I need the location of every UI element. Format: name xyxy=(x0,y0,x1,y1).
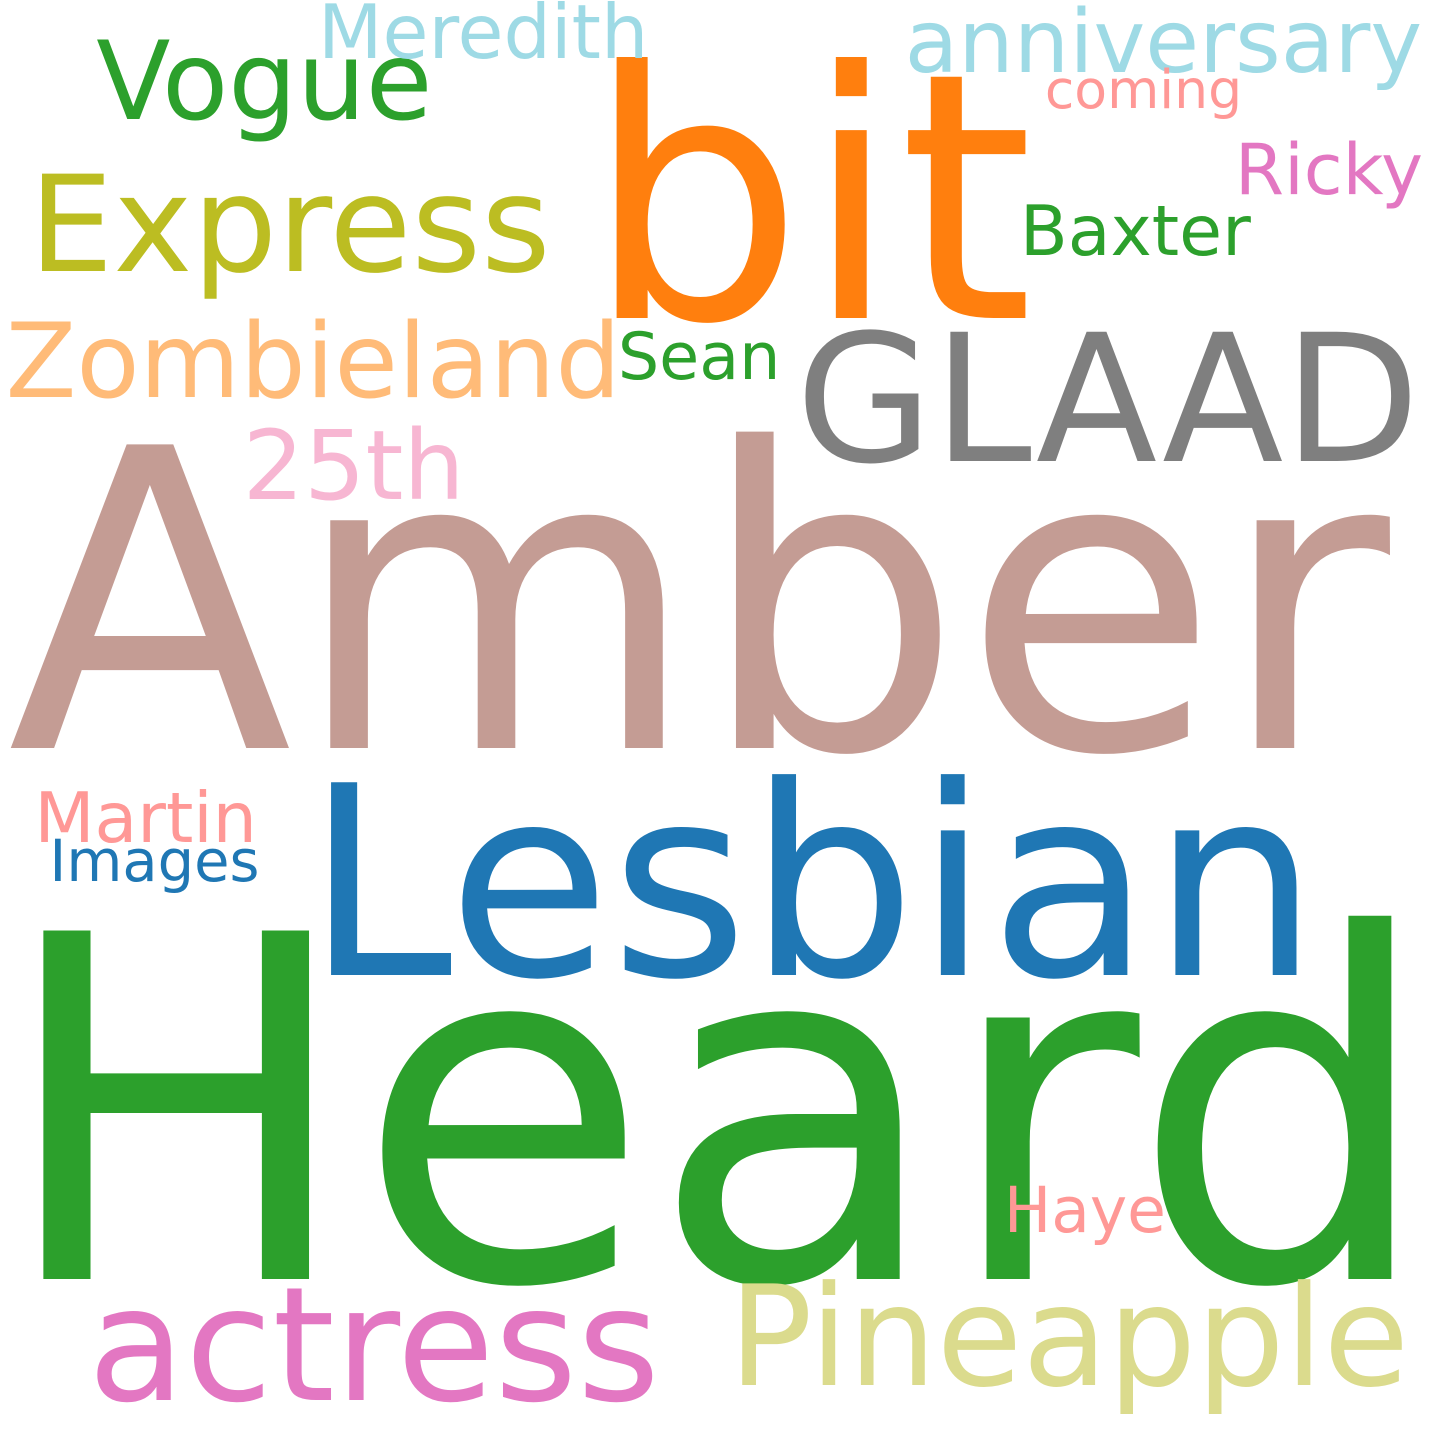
word-images: Images xyxy=(49,827,260,895)
word-amber: Amber xyxy=(7,361,1390,847)
word-heard: Heard xyxy=(0,834,1435,1392)
word-ricky: Ricky xyxy=(1234,127,1423,211)
word-25th: 25th xyxy=(242,409,465,523)
word-actress: actress xyxy=(87,1253,660,1438)
word-express: Express xyxy=(28,146,551,303)
word-bit: bit xyxy=(585,0,1034,401)
word-zombieland: Zombieland xyxy=(5,302,621,423)
word-glaad: GLAAD xyxy=(795,295,1421,503)
word-coming: coming xyxy=(1044,57,1243,121)
word-haye: Haye xyxy=(1003,1173,1166,1248)
word-martin: Martin xyxy=(34,777,257,859)
word-sean: Sean xyxy=(617,319,781,395)
word-vogue: Vogue xyxy=(96,17,433,145)
word-baxter: Baxter xyxy=(1019,190,1251,272)
word-anniversary: anniversary xyxy=(904,0,1423,94)
word-pineapple: Pineapple xyxy=(728,1255,1410,1418)
word-meredith: Meredith xyxy=(318,0,649,77)
word-lesbian: Lesbian xyxy=(305,730,1319,1038)
